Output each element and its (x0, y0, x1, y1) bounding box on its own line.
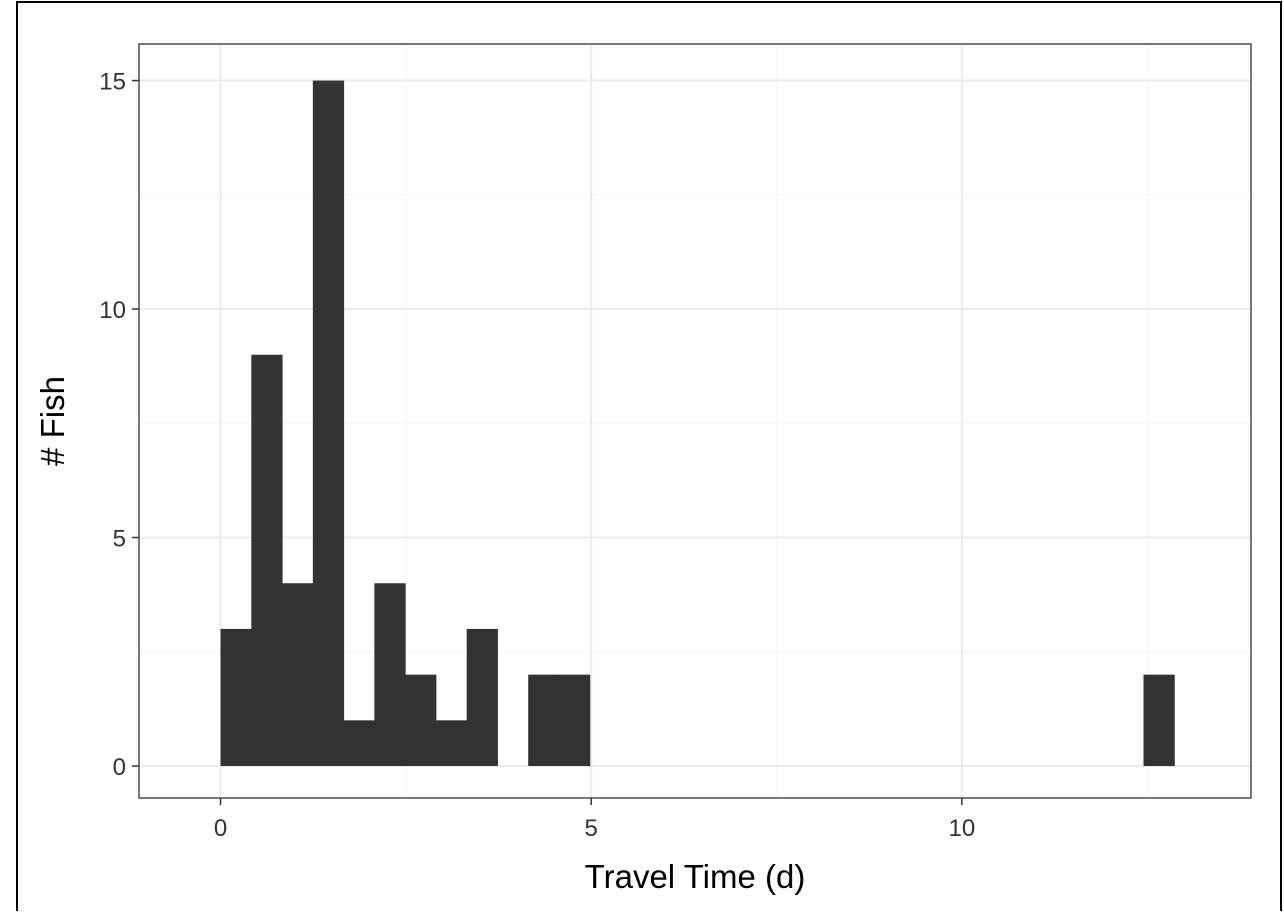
y-tick-label: 15 (99, 69, 126, 96)
y-tick-label: 10 (99, 297, 126, 324)
histogram-bar (435, 720, 468, 767)
grid-lines (139, 44, 1251, 798)
y-tick-label: 5 (113, 526, 126, 553)
x-tick-label: 0 (214, 815, 227, 842)
tick-labels: 0 5 10 0 5 10 15 (99, 69, 975, 842)
histogram-bar (374, 583, 406, 767)
histogram-bar (528, 674, 560, 767)
histogram-bar (1143, 674, 1175, 767)
histogram-bar (312, 80, 345, 767)
histogram-bar (343, 720, 375, 767)
histogram-bar (466, 628, 498, 767)
histogram-bar (251, 354, 283, 767)
y-axis-title: # Fish (34, 376, 71, 466)
histogram-bar (220, 628, 252, 767)
x-axis-title: Travel Time (d) (585, 858, 806, 895)
x-tick-label: 5 (585, 815, 598, 842)
histogram-bar (405, 674, 437, 767)
y-tick-label: 0 (113, 754, 126, 781)
histogram-bar (282, 583, 314, 767)
histogram-bar (558, 674, 591, 767)
panel-border (138, 43, 1252, 799)
histogram-bars (220, 80, 1175, 767)
axis-ticks (132, 79, 963, 805)
x-tick-label: 10 (949, 815, 976, 842)
